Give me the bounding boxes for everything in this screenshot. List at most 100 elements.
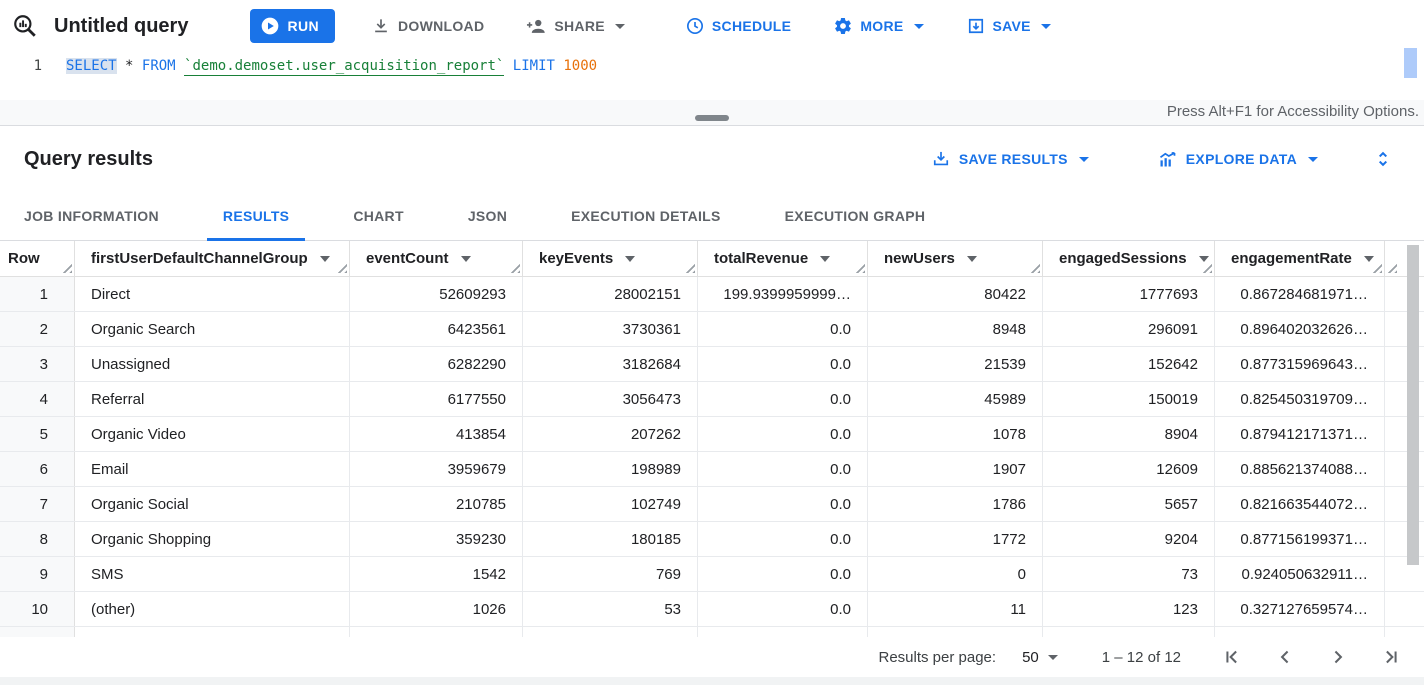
- column-menu-arrow-icon[interactable]: [966, 255, 977, 262]
- sql-code-line: SELECT * FROM `demo.demoset.user_acquisi…: [66, 58, 597, 76]
- divider-drag-handle[interactable]: [695, 115, 729, 121]
- tab-execution-graph[interactable]: EXECUTION GRAPH: [784, 208, 926, 224]
- cell-totalRevenue: 0.0: [698, 557, 868, 591]
- column-header-engagedSessions[interactable]: engagedSessions: [1043, 241, 1215, 276]
- cell-engagementRate: 0.877315969643…: [1215, 347, 1385, 381]
- cell-firstUserDefaultChannelGroup: Unassigned: [75, 347, 350, 381]
- row-number-cell: 6: [0, 452, 75, 486]
- column-resize-grip[interactable]: [1372, 263, 1382, 273]
- tab-results[interactable]: RESULTS: [206, 192, 306, 241]
- share-button-label: SHARE: [554, 18, 605, 34]
- cell-firstUserDefaultChannelGroup: SMS: [75, 557, 350, 591]
- column-resize-grip[interactable]: [510, 263, 520, 273]
- column-header-engagementRate[interactable]: engagementRate: [1215, 241, 1385, 276]
- row-number-cell: 7: [0, 487, 75, 521]
- column-menu-arrow-icon[interactable]: [1198, 255, 1209, 262]
- cell-engagedSessions: 73: [1043, 557, 1215, 591]
- query-toolbar: Untitled query RUN DOWNLOAD: [0, 0, 1424, 52]
- clock-icon: [685, 16, 705, 36]
- cell-eventCount: 359230: [350, 522, 523, 556]
- cell-newUsers: 0: [868, 557, 1043, 591]
- column-header-label: Row: [8, 250, 40, 267]
- horizontal-scrollbar-track[interactable]: [0, 677, 1424, 685]
- cell-newUsers: 4: [868, 627, 1043, 637]
- cell-newUsers: 80422: [868, 277, 1043, 311]
- chevron-right-icon: [1327, 646, 1349, 668]
- cell-engagedSessions: 8904: [1043, 417, 1215, 451]
- cell-engagementRate: 0.896402032626…: [1215, 312, 1385, 346]
- sql-select-keyword: SELECT: [66, 58, 117, 74]
- cell-eventCount: 6282290: [350, 347, 523, 381]
- column-menu-arrow-icon[interactable]: [319, 255, 330, 262]
- column-header-totalRevenue[interactable]: totalRevenue: [698, 241, 868, 276]
- share-button[interactable]: SHARE: [520, 15, 631, 38]
- column-header-label: newUsers: [884, 250, 955, 267]
- last-page-icon: [1380, 646, 1402, 668]
- tab-job-information[interactable]: JOB INFORMATION: [24, 208, 159, 224]
- column-resize-grip[interactable]: [855, 263, 865, 273]
- cell-firstUserDefaultChannelGroup: Organic Search: [75, 312, 350, 346]
- previous-page-button[interactable]: [1274, 646, 1296, 668]
- first-page-button[interactable]: [1221, 646, 1243, 668]
- cell-keyEvents: 134: [523, 627, 698, 637]
- column-resize-grip[interactable]: [62, 263, 72, 273]
- next-page-button[interactable]: [1327, 646, 1349, 668]
- column-resize-grip[interactable]: [337, 263, 347, 273]
- line-number: 1: [33, 58, 42, 74]
- column-header-firstUserDefaultChannelGroup[interactable]: firstUserDefaultChannelGroup: [75, 241, 350, 276]
- person-add-icon: [526, 16, 547, 37]
- cell-keyEvents: 28002151: [523, 277, 698, 311]
- page-size-select[interactable]: 50: [1022, 649, 1058, 666]
- column-menu-arrow-icon[interactable]: [625, 255, 636, 262]
- column-header-keyEvents[interactable]: keyEvents: [523, 241, 698, 276]
- column-menu-arrow-icon[interactable]: [1363, 255, 1374, 262]
- query-results-title: Query results: [24, 147, 153, 170]
- download-icon: [371, 16, 391, 36]
- cell-eventCount: 337: [350, 627, 523, 637]
- tab-json[interactable]: JSON: [467, 208, 508, 224]
- chevron-down-icon: [1308, 156, 1318, 162]
- column-menu-arrow-icon[interactable]: [460, 255, 471, 262]
- schedule-button[interactable]: SCHEDULE: [679, 15, 797, 37]
- column-header-label: totalRevenue: [714, 250, 809, 267]
- tab-chart[interactable]: CHART: [353, 208, 404, 224]
- sql-table-reference[interactable]: `demo.demoset.user_acquisition_report`: [184, 58, 505, 76]
- sql-editor[interactable]: 1 SELECT * FROM `demo.demoset.user_acqui…: [0, 48, 1424, 100]
- table-row: 6 Email 3959679 198989 0.0 1907 12609 0.8856213…: [0, 452, 1424, 487]
- more-button[interactable]: MORE: [827, 15, 929, 37]
- insights-chart-icon: [1157, 149, 1178, 170]
- column-menu-arrow-icon[interactable]: [820, 255, 831, 262]
- cell-keyEvents: 3730361: [523, 312, 698, 346]
- editor-scrollbar-thumb[interactable]: [1404, 48, 1417, 78]
- table-row: 7 Organic Social 210785 102749 0.0 1786 5657 0.…: [0, 487, 1424, 522]
- save-results-button[interactable]: SAVE RESULTS: [925, 148, 1095, 170]
- cell-eventCount: 52609293: [350, 277, 523, 311]
- cell-newUsers: 1078: [868, 417, 1043, 451]
- download-button[interactable]: DOWNLOAD: [365, 15, 490, 37]
- cell-engagedSessions: 123: [1043, 592, 1215, 626]
- explore-data-button[interactable]: EXPLORE DATA: [1151, 148, 1324, 171]
- column-resize-grip[interactable]: [1202, 263, 1212, 273]
- run-button[interactable]: RUN: [250, 9, 335, 43]
- column-resize-grip[interactable]: [1030, 263, 1040, 273]
- cell-engagementRate: 0.877156199371…: [1215, 522, 1385, 556]
- column-resize-grip[interactable]: [1387, 263, 1397, 273]
- column-resize-grip[interactable]: [685, 263, 695, 273]
- cell-totalRevenue: 199.9399959999…: [698, 277, 868, 311]
- save-button[interactable]: SAVE: [960, 15, 1057, 37]
- expand-results-button[interactable]: [1372, 148, 1394, 170]
- cell-engagementRate: 0.327127659574…: [1215, 592, 1385, 626]
- cell-engagedSessions: 152642: [1043, 347, 1215, 381]
- table-row: 2 Organic Search 6423561 3730361 0.0 8948 2960…: [0, 312, 1424, 347]
- table-vertical-scrollbar-thumb[interactable]: [1407, 245, 1419, 565]
- table-row: 10 (other) 1026 53 0.0 11 123 0.327127659574…: [0, 592, 1424, 627]
- cell-totalRevenue: 0.0: [698, 347, 868, 381]
- cell-newUsers: 1786: [868, 487, 1043, 521]
- row-number-cell: 1: [0, 277, 75, 311]
- last-page-button[interactable]: [1380, 646, 1402, 668]
- tab-execution-details[interactable]: EXECUTION DETAILS: [571, 208, 721, 224]
- column-header-newUsers[interactable]: newUsers: [868, 241, 1043, 276]
- cell-newUsers: 1772: [868, 522, 1043, 556]
- column-header-eventCount[interactable]: eventCount: [350, 241, 523, 276]
